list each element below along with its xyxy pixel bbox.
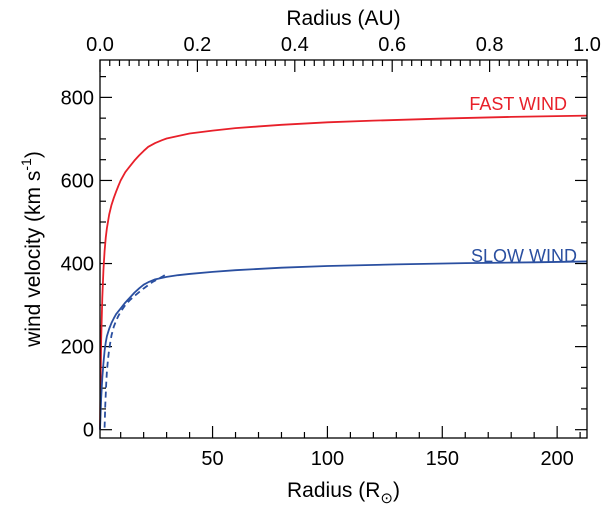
x2-tick-label: 0.0	[86, 34, 114, 56]
x-tick-label: 150	[426, 448, 459, 470]
x-title-close: )	[393, 479, 400, 502]
y-tick-label: 800	[61, 87, 94, 109]
x2-tick-label: 0.4	[281, 34, 309, 56]
y-tick-label: 200	[61, 337, 94, 359]
top-axis-title: Radius (AU)	[286, 7, 400, 30]
x-tick-label: 50	[201, 448, 223, 470]
x2-tick-label: 0.6	[378, 34, 406, 56]
bottom-axis-title: Radius (R⊙)	[287, 479, 400, 507]
sun-symbol: ⊙	[380, 490, 393, 507]
slow-wind-label: SLOW WIND	[471, 246, 577, 266]
y-title-superscript: -1	[18, 158, 34, 171]
left-axis-title: wind velocity (km s-1)	[18, 151, 45, 348]
x-tick-label: 100	[311, 448, 344, 470]
y-title-close: )	[22, 151, 45, 158]
y-tick-label: 0	[83, 420, 94, 442]
slow-wind-line	[99, 260, 588, 430]
x-title-text: Radius (R	[287, 479, 380, 502]
fast-wind-line	[99, 114, 588, 430]
y-tick-label: 600	[61, 170, 94, 192]
plot-frame	[99, 59, 588, 439]
x2-tick-label: 1.0	[573, 34, 601, 56]
y-title-text: wind velocity (km s	[22, 171, 45, 348]
fast-wind-label: FAST WIND	[469, 94, 567, 114]
slow-wind-model-dashed-line	[103, 273, 168, 428]
y-tick-label: 400	[61, 254, 94, 276]
x2-tick-label: 0.2	[183, 34, 211, 56]
x2-tick-label: 0.8	[476, 34, 504, 56]
x-tick-label: 200	[540, 448, 573, 470]
